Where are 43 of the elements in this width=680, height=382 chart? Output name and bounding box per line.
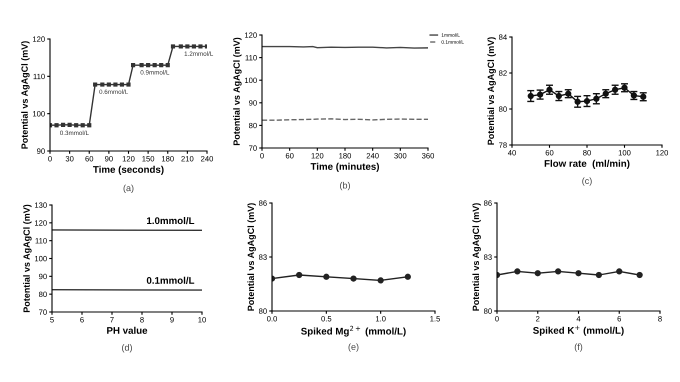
text: (a) (124, 184, 134, 194)
point (61, 122, 66, 127)
point (185, 44, 190, 49)
point (178, 44, 183, 49)
point (113, 82, 118, 87)
y-axis-title: Potential vs AgAgCl (mV) (472, 203, 481, 311)
point (106, 82, 111, 87)
x-axis-title: PH value (107, 326, 148, 334)
text: (f) (574, 343, 582, 352)
x-axis-title: Spiked K$^{+}$ (mmol/L) (533, 326, 624, 336)
text: (e) (348, 343, 358, 352)
point (126, 82, 131, 87)
text: (c) (582, 177, 592, 186)
y-axis-title: Potential vs AgAgCl (mV) (247, 203, 256, 311)
y-axis-title: Potential vs AgAgCl (mV) (23, 204, 32, 312)
point (170, 44, 176, 49)
point (198, 44, 203, 49)
point (120, 82, 124, 87)
point (159, 63, 164, 68)
x-axis-title: Flow rate (ml/min) (544, 160, 630, 169)
y-axis-title: Potential vs AgAgCl (mV) (21, 41, 30, 149)
point (54, 123, 59, 128)
y-axis-title: Potential vs AgAgCl (mV) (487, 37, 496, 145)
series-label: 0.1mmol/L (146, 276, 194, 284)
point (87, 123, 92, 128)
point (140, 63, 144, 68)
x-axis-title: Spiked Mg$^{2+}$ (mmol/L) (301, 326, 406, 337)
series-label: 1.0mmol/L (147, 216, 194, 224)
x-axis-title: Time (seconds) (93, 166, 164, 175)
point (93, 82, 98, 87)
y-axis-title: Potential vs AgAgCl (mV) (233, 38, 242, 146)
point (146, 63, 150, 68)
text: (b) (340, 182, 350, 190)
point (152, 63, 157, 68)
point (166, 63, 170, 68)
point (130, 63, 136, 68)
point (74, 123, 78, 128)
point (80, 123, 85, 128)
point (192, 44, 196, 49)
x-axis-title: Time (minutes) (310, 162, 380, 172)
point (100, 82, 104, 87)
point (68, 122, 72, 127)
text: (d) (122, 344, 132, 353)
